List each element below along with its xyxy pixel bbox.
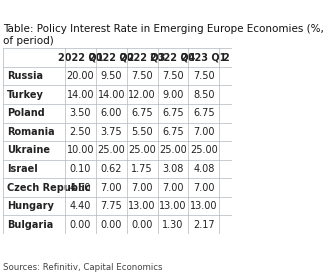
Text: 13.00: 13.00 [128, 201, 156, 211]
Text: 2023 Q1: 2023 Q1 [181, 53, 227, 63]
Text: 8.50: 8.50 [193, 90, 215, 100]
Text: 6.75: 6.75 [162, 127, 184, 137]
Text: Israel: Israel [7, 164, 38, 174]
Text: 2022 Q1: 2022 Q1 [58, 53, 103, 63]
Text: 25.00: 25.00 [128, 146, 156, 155]
Text: 20.00: 20.00 [67, 71, 94, 81]
Text: 7.00: 7.00 [131, 183, 153, 192]
Text: 2022 Q2: 2022 Q2 [89, 53, 134, 63]
Text: 4.40: 4.40 [70, 201, 91, 211]
Text: 3.75: 3.75 [100, 127, 122, 137]
Text: 6.75: 6.75 [162, 108, 184, 118]
Text: 0.00: 0.00 [101, 220, 122, 230]
Text: Ukraine: Ukraine [7, 146, 50, 155]
Text: 5.50: 5.50 [131, 127, 153, 137]
Text: 3.50: 3.50 [70, 108, 91, 118]
Text: 0.62: 0.62 [100, 164, 122, 174]
Text: Table: Policy Interest Rate in Emerging Europe Economies (%, end
of period): Table: Policy Interest Rate in Emerging … [3, 24, 325, 46]
Text: 7.50: 7.50 [131, 71, 153, 81]
Text: 10.00: 10.00 [67, 146, 94, 155]
Text: 1.30: 1.30 [162, 220, 184, 230]
Text: 25.00: 25.00 [190, 146, 218, 155]
Text: 7.00: 7.00 [162, 183, 184, 192]
Text: 6.75: 6.75 [131, 108, 153, 118]
Text: 12.00: 12.00 [128, 90, 156, 100]
Text: Sources: Refinitiv, Capital Economics: Sources: Refinitiv, Capital Economics [3, 263, 163, 272]
Text: 7.00: 7.00 [193, 183, 215, 192]
Text: 2022 Q3: 2022 Q3 [120, 53, 165, 63]
Text: 9.00: 9.00 [162, 90, 184, 100]
Text: Romania: Romania [7, 127, 55, 137]
Text: 2.50: 2.50 [70, 127, 91, 137]
Text: 6.00: 6.00 [101, 108, 122, 118]
Text: 9.50: 9.50 [100, 71, 122, 81]
Text: Turkey: Turkey [7, 90, 44, 100]
Text: 7.50: 7.50 [162, 71, 184, 81]
Text: Czech Republic: Czech Republic [7, 183, 91, 192]
Text: 6.75: 6.75 [193, 108, 215, 118]
Text: 4.08: 4.08 [193, 164, 215, 174]
Text: 0.00: 0.00 [70, 220, 91, 230]
Text: Russia: Russia [7, 71, 43, 81]
Text: 7.50: 7.50 [193, 71, 215, 81]
Text: 7.00: 7.00 [100, 183, 122, 192]
Text: 2: 2 [222, 53, 229, 63]
Text: 4.50: 4.50 [70, 183, 91, 192]
Text: 0.00: 0.00 [132, 220, 153, 230]
Text: Bulgaria: Bulgaria [7, 220, 53, 230]
Text: 7.00: 7.00 [193, 127, 215, 137]
Text: 25.00: 25.00 [98, 146, 125, 155]
Text: 13.00: 13.00 [159, 201, 187, 211]
Text: 7.75: 7.75 [100, 201, 122, 211]
Text: 2.17: 2.17 [193, 220, 215, 230]
Text: Poland: Poland [7, 108, 45, 118]
Text: 14.00: 14.00 [67, 90, 94, 100]
Text: Hungary: Hungary [7, 201, 54, 211]
Text: 13.00: 13.00 [190, 201, 218, 211]
Text: 3.08: 3.08 [162, 164, 184, 174]
Text: 0.10: 0.10 [70, 164, 91, 174]
Text: 2022 Q4: 2022 Q4 [150, 53, 196, 63]
Text: 1.75: 1.75 [131, 164, 153, 174]
Text: 25.00: 25.00 [159, 146, 187, 155]
Text: 14.00: 14.00 [98, 90, 125, 100]
